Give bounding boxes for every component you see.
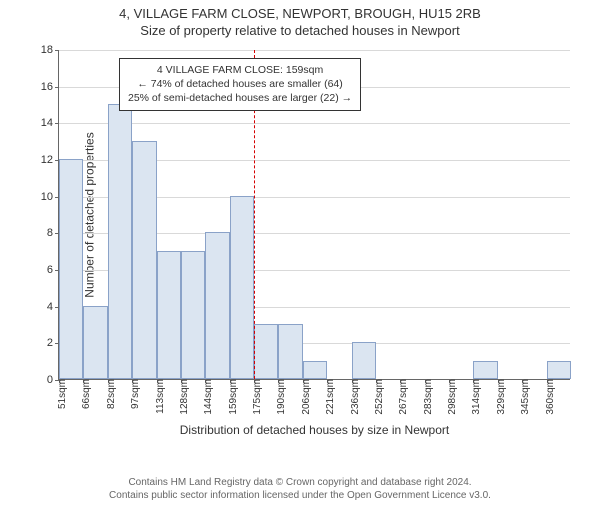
histogram-bar <box>157 251 181 379</box>
y-axis-label: Number of detached properties <box>83 132 97 297</box>
y-tick-label: 8 <box>47 227 53 239</box>
histogram-bar <box>132 141 156 379</box>
x-tick-label: 314sqm <box>471 379 482 415</box>
histogram-bar <box>83 306 107 379</box>
x-tick-label: 190sqm <box>276 379 287 415</box>
y-tick-label: 0 <box>47 374 53 386</box>
histogram-bar <box>473 361 497 379</box>
annotation-box: 4 VILLAGE FARM CLOSE: 159sqm← 74% of det… <box>119 58 361 111</box>
x-tick-label: 82sqm <box>106 379 117 409</box>
annotation-line: 25% of semi-detached houses are larger (… <box>128 91 352 105</box>
annotation-line: 4 VILLAGE FARM CLOSE: 159sqm <box>128 63 352 77</box>
histogram-bar <box>205 232 229 379</box>
x-tick-label: 360sqm <box>545 379 556 415</box>
x-tick-label: 113sqm <box>155 379 166 414</box>
y-tick-label: 12 <box>41 154 53 166</box>
x-tick-label: 236sqm <box>350 379 361 415</box>
histogram-bar <box>278 324 302 379</box>
y-tick-label: 10 <box>41 191 53 203</box>
x-tick-label: 97sqm <box>130 379 141 409</box>
annotation-line: ← 74% of detached houses are smaller (64… <box>128 77 352 91</box>
x-tick-label: 329sqm <box>496 379 507 415</box>
y-tick-label: 14 <box>41 117 53 129</box>
histogram-bar <box>547 361 571 379</box>
x-tick-label: 252sqm <box>374 379 385 415</box>
footer-line-1: Contains HM Land Registry data © Crown c… <box>0 477 600 490</box>
histogram-bar <box>254 324 278 379</box>
chart: Number of detached properties Distributi… <box>58 50 570 420</box>
gridline <box>59 50 570 51</box>
x-tick-label: 175sqm <box>252 379 263 415</box>
x-tick-label: 221sqm <box>325 379 336 415</box>
x-tick-label: 51sqm <box>57 379 68 409</box>
x-tick-label: 283sqm <box>423 379 434 415</box>
y-tick-label: 16 <box>41 81 53 93</box>
x-tick-label: 144sqm <box>203 379 214 415</box>
histogram-bar <box>181 251 205 379</box>
y-tick-label: 18 <box>41 44 53 56</box>
attribution-footer: Contains HM Land Registry data © Crown c… <box>0 477 600 502</box>
chart-title-block: 4, VILLAGE FARM CLOSE, NEWPORT, BROUGH, … <box>0 6 600 38</box>
x-tick-label: 345sqm <box>520 379 531 415</box>
x-tick-label: 159sqm <box>228 379 239 415</box>
x-axis-label: Distribution of detached houses by size … <box>59 423 570 437</box>
chart-title-sub: Size of property relative to detached ho… <box>0 23 600 38</box>
histogram-bar <box>108 104 132 379</box>
y-tick-label: 6 <box>47 264 53 276</box>
histogram-bar <box>352 342 376 379</box>
histogram-bar <box>59 159 83 379</box>
x-tick-label: 298sqm <box>447 379 458 415</box>
histogram-bar <box>230 196 254 379</box>
y-tick-label: 2 <box>47 337 53 349</box>
x-tick-label: 267sqm <box>398 379 409 415</box>
x-tick-label: 128sqm <box>179 379 190 415</box>
plot-area: Number of detached properties Distributi… <box>58 50 570 380</box>
footer-line-2: Contains public sector information licen… <box>0 490 600 503</box>
chart-title-main: 4, VILLAGE FARM CLOSE, NEWPORT, BROUGH, … <box>0 6 600 21</box>
histogram-bar <box>303 361 327 379</box>
y-tick-label: 4 <box>47 301 53 313</box>
x-tick-label: 206sqm <box>301 379 312 415</box>
x-tick-label: 66sqm <box>81 379 92 409</box>
gridline <box>59 123 570 124</box>
